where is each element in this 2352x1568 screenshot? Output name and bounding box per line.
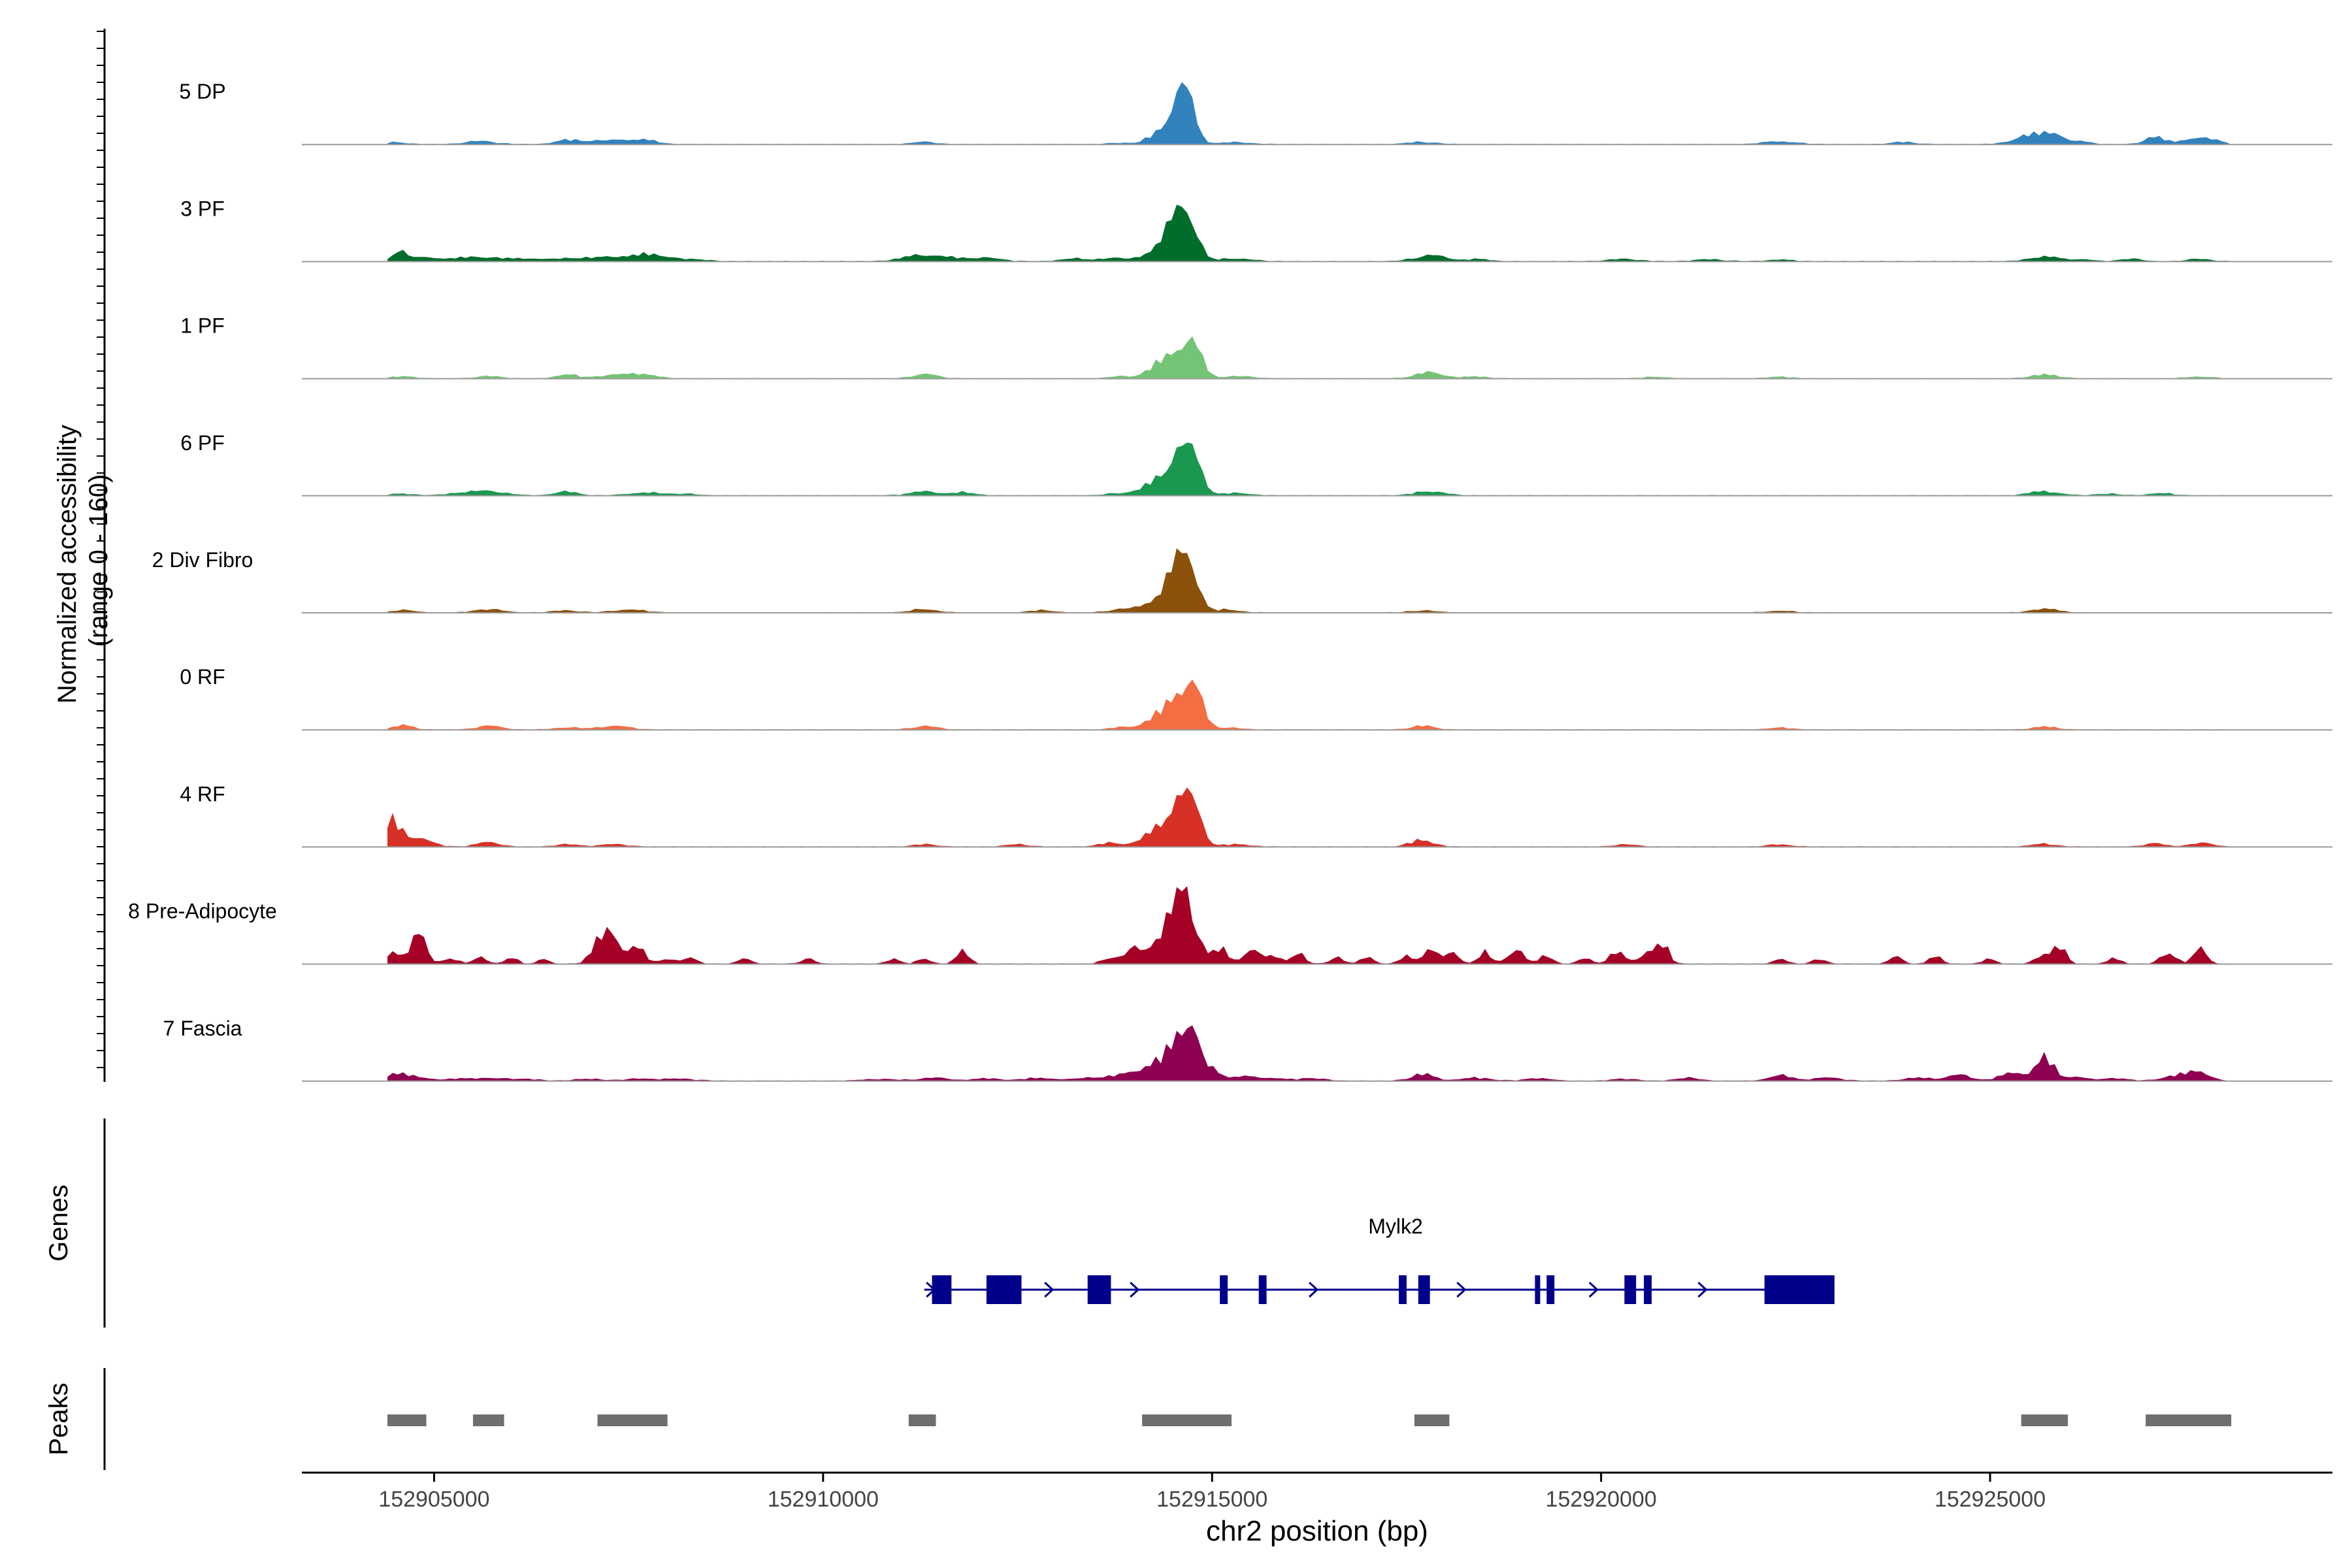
peak-regions xyxy=(387,1414,2232,1426)
track-label: 5 DP xyxy=(179,80,225,103)
gene-exon xyxy=(932,1275,952,1304)
y-axis-label: Normalized accessibility (range 0 - 160) xyxy=(53,417,113,704)
gene-exon xyxy=(1399,1275,1407,1304)
track-3-pf: 3 PF xyxy=(180,197,2332,263)
peak-region xyxy=(597,1414,668,1426)
track-label: 2 Div Fibro xyxy=(152,548,253,572)
gene-exon xyxy=(1087,1275,1111,1304)
track-7-fascia: 7 Fascia xyxy=(163,1017,2332,1082)
strand-arrow xyxy=(1697,1281,1708,1298)
coverage-area xyxy=(387,336,2232,379)
strand-arrow xyxy=(1309,1281,1319,1298)
gene-exon xyxy=(1624,1275,1637,1304)
peak-region xyxy=(1142,1414,1232,1426)
gene-exon xyxy=(1546,1275,1555,1304)
track-5-dp: 5 DP xyxy=(179,80,2332,146)
x-tick-label: 152920000 xyxy=(1546,1487,1657,1512)
y-axis-label-line1: Normalized accessibility xyxy=(53,425,82,704)
x-tick-label: 152925000 xyxy=(1935,1487,2046,1512)
gene-exon xyxy=(1220,1275,1228,1304)
peak-region xyxy=(472,1414,504,1426)
gene-exon xyxy=(1764,1275,1835,1304)
coverage-tracks: 5 DP 3 PF 1 PF 6 PF 2 Div Fibro 0 RF 4 RF 8 Pre… xyxy=(128,80,2332,1082)
x-tick-label: 152905000 xyxy=(378,1487,489,1512)
track-label: 7 Fascia xyxy=(163,1017,242,1040)
track-6-pf: 6 PF xyxy=(180,431,2332,497)
x-tick-label: 152910000 xyxy=(768,1487,879,1512)
x-axis-label: chr2 position (bp) xyxy=(1206,1515,1428,1547)
x-tick-label: 152915000 xyxy=(1156,1487,1267,1512)
gene-exon xyxy=(1535,1275,1541,1304)
strand-arrow xyxy=(1456,1281,1467,1298)
genes-panel-label: Genes xyxy=(44,1184,73,1262)
x-axis-ticks: 152905000 152910000 152915000 152920000 1529… xyxy=(378,1473,2046,1512)
track-label: 3 PF xyxy=(180,197,225,220)
strand-arrow xyxy=(1044,1281,1054,1298)
peak-region xyxy=(387,1414,427,1426)
coverage-area xyxy=(387,1025,2232,1081)
coverage-area xyxy=(387,886,2232,964)
peak-region xyxy=(1414,1414,1450,1426)
track-4-rf: 4 RF xyxy=(180,782,2332,848)
track-1-pf: 1 PF xyxy=(180,314,2332,380)
y-axis-label-line2: (range 0 - 160) xyxy=(84,474,113,647)
left-axis-ticks xyxy=(97,31,105,1068)
gene-exon xyxy=(986,1275,1022,1304)
gene-model-mylk2 xyxy=(924,1275,1835,1304)
track-label: 6 PF xyxy=(180,431,225,455)
track-0-rf: 0 RF xyxy=(180,665,2332,731)
peaks-panel-label: Peaks xyxy=(44,1382,73,1455)
coverage-area xyxy=(387,82,2232,145)
track-label: 4 RF xyxy=(180,782,225,806)
strand-arrow xyxy=(1588,1281,1599,1298)
gene-label-mylk2: Mylk2 xyxy=(1368,1215,1423,1238)
peak-region xyxy=(2021,1414,2068,1426)
track-label: 1 PF xyxy=(180,314,225,338)
gene-exon xyxy=(1258,1275,1267,1304)
strand-arrow xyxy=(1130,1281,1140,1298)
track-label: 0 RF xyxy=(180,665,225,689)
peak-region xyxy=(908,1414,936,1426)
track-2-div-fibro: 2 Div Fibro xyxy=(152,548,2332,613)
peak-region xyxy=(2146,1414,2232,1426)
track-label: 8 Pre-Adipocyte xyxy=(128,900,277,923)
gene-exon xyxy=(1644,1275,1652,1304)
track-8-pre-adipocyte: 8 Pre-Adipocyte xyxy=(128,886,2332,965)
gene-exon xyxy=(1418,1275,1430,1304)
